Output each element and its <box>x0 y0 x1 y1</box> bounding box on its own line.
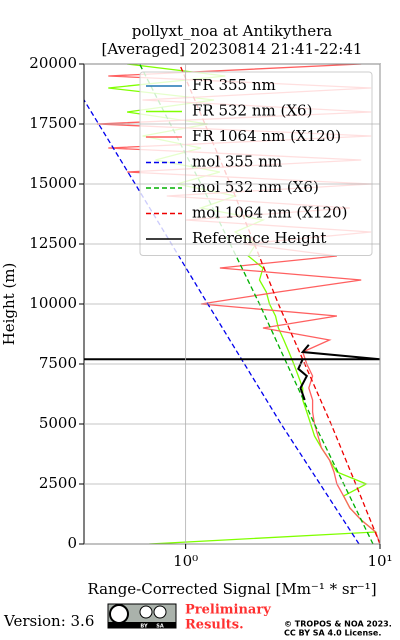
status: Preliminary <box>185 603 271 618</box>
cc-badge: BY SA <box>107 603 177 630</box>
version: Version: 3.6 <box>3 612 94 630</box>
copyright: © TROPOS & NOA 2023. <box>284 620 392 629</box>
y-tick-label: 12500 <box>29 234 77 252</box>
x-tick-label: 10¹ <box>367 552 392 570</box>
legend-label: FR 1064 nm (X120) <box>192 127 341 145</box>
legend-label: mol 355 nm <box>192 153 282 171</box>
y-tick-label: 15000 <box>29 174 77 192</box>
legend-label: mol 1064 nm (X120) <box>192 204 347 222</box>
copyright: CC BY SA 4.0 License. <box>284 629 381 638</box>
status: Results. <box>185 618 244 633</box>
y-axis-label: Height (m) <box>0 263 18 346</box>
badge-text: BY <box>140 624 148 630</box>
legend-box <box>139 71 373 256</box>
legend-label: Reference Height <box>192 229 326 247</box>
legend: FR 355 nm FR 532 nm (X6) FR 1064 nm (X120)… <box>139 71 373 256</box>
y-tick-label: 20000 <box>29 54 77 72</box>
y-tick-label: 17500 <box>29 114 77 132</box>
y-tick-label: 0 <box>67 534 77 552</box>
y-tick-label: 10000 <box>29 294 77 312</box>
series-line <box>84 344 380 401</box>
x-tick-label: 10⁰ <box>173 552 198 570</box>
x-axis-label: Range-Corrected Signal [Mm⁻¹ * sr⁻¹] <box>87 580 376 598</box>
legend-label: FR 355 nm <box>192 76 276 94</box>
legend-label: mol 532 nm (X6) <box>192 178 319 196</box>
chart-title: [Averaged] 20230814 21:41-22:41 <box>102 40 363 58</box>
y-tick-label: 2500 <box>39 474 77 492</box>
y-tick-label: 7500 <box>39 354 77 372</box>
legend-label: FR 532 nm (X6) <box>192 102 312 120</box>
chart-title: pollyxt_noa at Antikythera <box>132 22 332 40</box>
badge-text: SA <box>156 624 164 630</box>
y-tick-label: 5000 <box>39 414 77 432</box>
